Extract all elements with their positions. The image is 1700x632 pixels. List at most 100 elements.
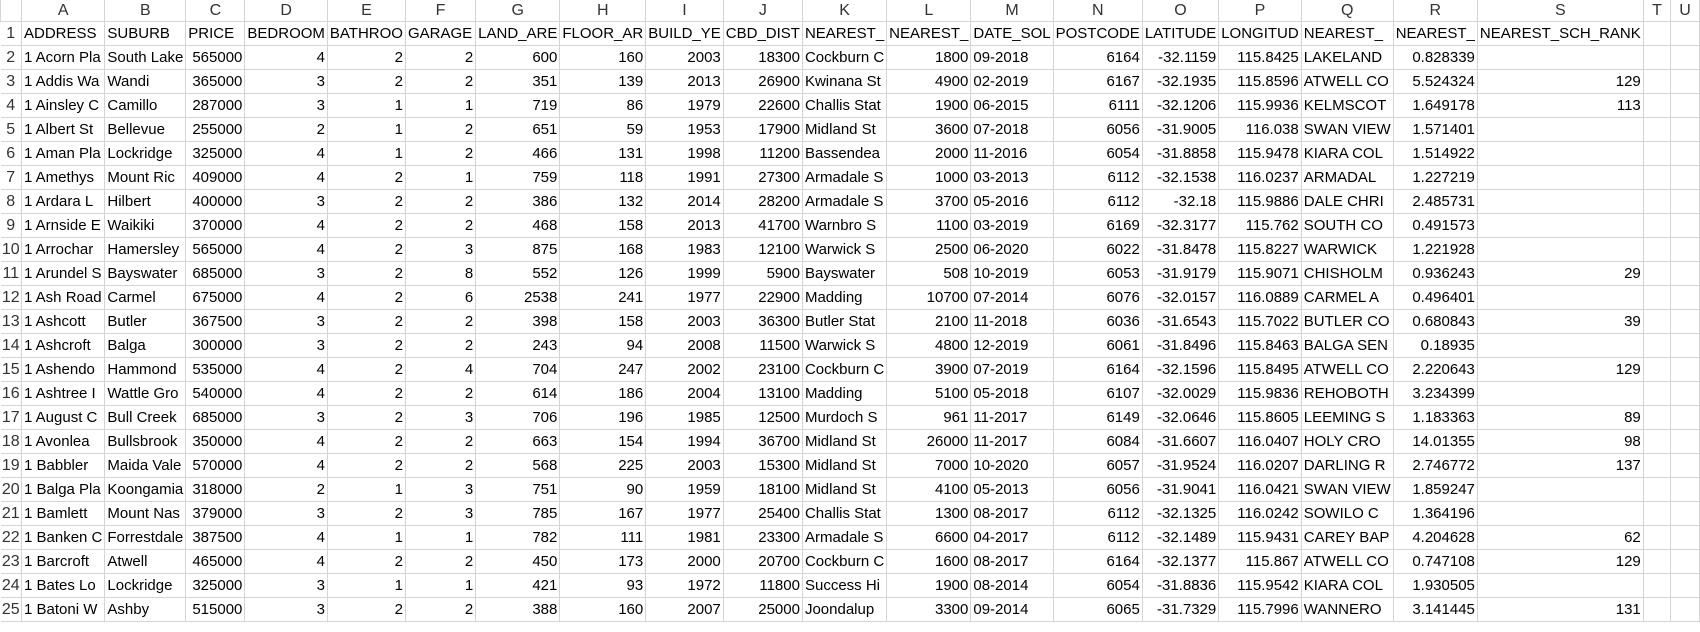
cell-j10[interactable]: 12100 (722, 237, 803, 262)
cell-m25[interactable]: 09-2014 (970, 597, 1054, 622)
cell-l15[interactable]: 3900 (886, 357, 972, 382)
cell-b19[interactable]: Maida Vale (104, 453, 187, 478)
cell-r9[interactable]: 0.491573 (1392, 213, 1478, 238)
cell-u11[interactable] (1670, 261, 1700, 286)
cell-q15[interactable]: ATWELL CO (1300, 357, 1394, 382)
cell-i4[interactable]: 1979 (645, 93, 724, 118)
cell-u16[interactable] (1670, 381, 1700, 406)
cell-g23[interactable]: 450 (475, 549, 561, 574)
cell-l18[interactable]: 26000 (886, 429, 972, 454)
cell-s16[interactable] (1476, 381, 1644, 406)
cell-s8[interactable] (1476, 189, 1644, 214)
cell-b10[interactable]: Hamersley (104, 237, 187, 262)
cell-u4[interactable] (1670, 93, 1700, 118)
cell-e14[interactable]: 2 (326, 333, 406, 358)
cell-e3[interactable]: 2 (326, 69, 406, 94)
cell-e21[interactable]: 2 (326, 501, 406, 526)
cell-d3[interactable]: 3 (244, 69, 328, 94)
cell-r21[interactable]: 1.364196 (1392, 501, 1478, 526)
cell-e5[interactable]: 1 (326, 117, 406, 142)
cell-f19[interactable]: 2 (404, 453, 477, 478)
cell-r2[interactable]: 0.828339 (1392, 45, 1478, 70)
cell-d2[interactable]: 4 (244, 45, 328, 70)
cell-r19[interactable]: 2.746772 (1392, 453, 1478, 478)
cell-b24[interactable]: Lockridge (104, 573, 187, 598)
cell-a25[interactable]: 1 Batoni W (20, 597, 106, 622)
cell-m24[interactable]: 08-2014 (970, 573, 1054, 598)
cell-f9[interactable]: 2 (404, 213, 477, 238)
cell-g22[interactable]: 782 (475, 525, 561, 550)
cell-n22[interactable]: 6112 (1052, 525, 1143, 550)
cell-b22[interactable]: Forrestdale (104, 525, 187, 550)
cell-q25[interactable]: WANNERO (1300, 597, 1394, 622)
cell-h5[interactable]: 59 (559, 117, 647, 142)
cell-i18[interactable]: 1994 (645, 429, 724, 454)
cell-l2[interactable]: 1800 (886, 45, 972, 70)
cell-r6[interactable]: 1.514922 (1392, 141, 1478, 166)
cell-j17[interactable]: 12500 (722, 405, 803, 430)
row-header[interactable]: 4 (0, 93, 22, 118)
cell-u9[interactable] (1670, 213, 1700, 238)
column-header-s[interactable]: S (1476, 0, 1644, 22)
cell-n4[interactable]: 6111 (1052, 93, 1143, 118)
cell-n1[interactable]: POSTCODE (1052, 21, 1143, 46)
cell-j25[interactable]: 25000 (722, 597, 803, 622)
cell-m8[interactable]: 05-2016 (970, 189, 1054, 214)
cell-o4[interactable]: -32.1206 (1141, 93, 1220, 118)
cell-a10[interactable]: 1 Arrochar (20, 237, 106, 262)
cell-u23[interactable] (1670, 549, 1700, 574)
cell-k21[interactable]: Challis Stat (801, 501, 888, 526)
column-header-b[interactable]: B (104, 0, 187, 22)
column-header-a[interactable]: A (20, 0, 106, 22)
cell-n24[interactable]: 6054 (1052, 573, 1143, 598)
cell-p2[interactable]: 115.8425 (1218, 45, 1302, 70)
row-header[interactable]: 22 (0, 525, 22, 550)
cell-c11[interactable]: 685000 (185, 261, 246, 286)
cell-q24[interactable]: KIARA COL (1300, 573, 1394, 598)
cell-k7[interactable]: Armadale S (801, 165, 888, 190)
cell-q11[interactable]: CHISHOLM (1300, 261, 1394, 286)
cell-q18[interactable]: HOLY CRO (1300, 429, 1394, 454)
cell-g3[interactable]: 351 (475, 69, 561, 94)
cell-e16[interactable]: 2 (326, 381, 406, 406)
cell-e8[interactable]: 2 (326, 189, 406, 214)
cell-r22[interactable]: 4.204628 (1392, 525, 1478, 550)
cell-p17[interactable]: 115.8605 (1218, 405, 1302, 430)
cell-n15[interactable]: 6164 (1052, 357, 1143, 382)
cell-c25[interactable]: 515000 (185, 597, 246, 622)
cell-e17[interactable]: 2 (326, 405, 406, 430)
cell-s9[interactable] (1476, 213, 1644, 238)
cell-f10[interactable]: 3 (404, 237, 477, 262)
cell-m10[interactable]: 06-2020 (970, 237, 1054, 262)
cell-f12[interactable]: 6 (404, 285, 477, 310)
cell-o22[interactable]: -32.1489 (1141, 525, 1220, 550)
cell-l23[interactable]: 1600 (886, 549, 972, 574)
cell-t17[interactable] (1642, 405, 1672, 430)
cell-j3[interactable]: 26900 (722, 69, 803, 94)
cell-a19[interactable]: 1 Babbler (20, 453, 106, 478)
cell-c9[interactable]: 370000 (185, 213, 246, 238)
cell-l7[interactable]: 1000 (886, 165, 972, 190)
cell-g5[interactable]: 651 (475, 117, 561, 142)
cell-t18[interactable] (1642, 429, 1672, 454)
cell-h14[interactable]: 94 (559, 333, 647, 358)
column-header-n[interactable]: N (1052, 0, 1143, 22)
cell-p16[interactable]: 115.9836 (1218, 381, 1302, 406)
cell-o20[interactable]: -31.9041 (1141, 477, 1220, 502)
cell-e18[interactable]: 2 (326, 429, 406, 454)
cell-r16[interactable]: 3.234399 (1392, 381, 1478, 406)
cell-d24[interactable]: 3 (244, 573, 328, 598)
cell-o6[interactable]: -31.8858 (1141, 141, 1220, 166)
cell-f21[interactable]: 3 (404, 501, 477, 526)
cell-r5[interactable]: 1.571401 (1392, 117, 1478, 142)
cell-n5[interactable]: 6056 (1052, 117, 1143, 142)
cell-k17[interactable]: Murdoch S (801, 405, 888, 430)
row-header[interactable]: 13 (0, 309, 22, 334)
cell-t4[interactable] (1642, 93, 1672, 118)
cell-u20[interactable] (1670, 477, 1700, 502)
cell-d6[interactable]: 4 (244, 141, 328, 166)
cell-b4[interactable]: Camillo (104, 93, 187, 118)
cell-g18[interactable]: 663 (475, 429, 561, 454)
cell-m19[interactable]: 10-2020 (970, 453, 1054, 478)
cell-r20[interactable]: 1.859247 (1392, 477, 1478, 502)
